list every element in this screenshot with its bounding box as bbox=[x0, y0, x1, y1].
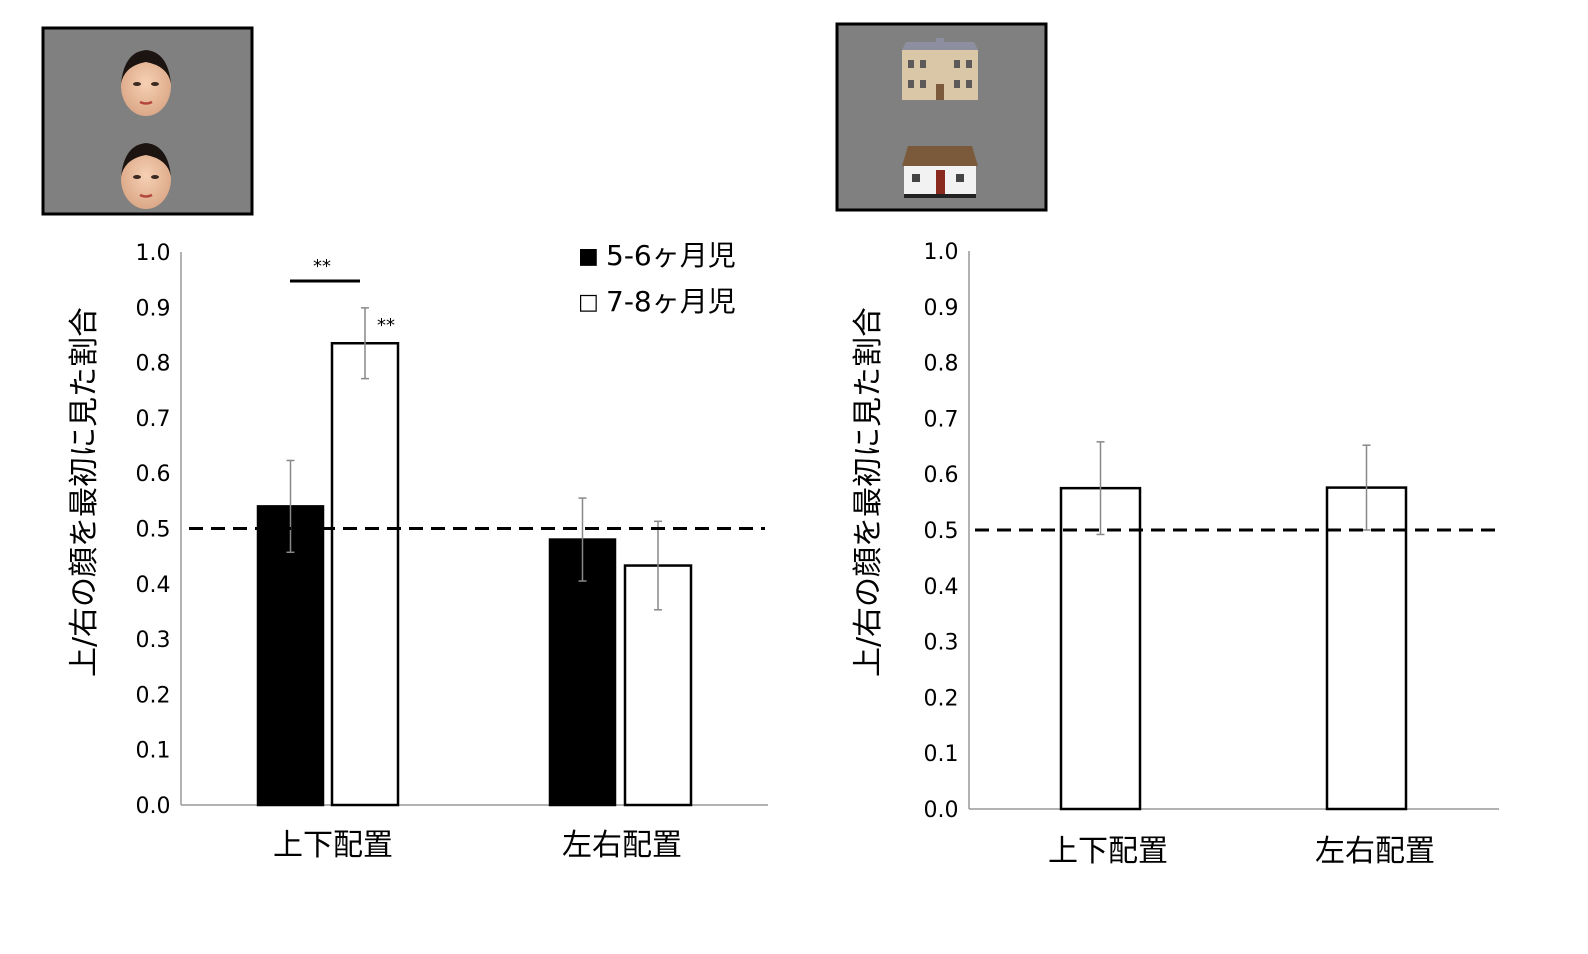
y-tick-label: 0.8 bbox=[924, 352, 959, 377]
legend-label: 7-8ヶ月児 bbox=[606, 285, 736, 318]
legend-item-5-6: ■ 5-6ヶ月児 bbox=[578, 239, 736, 272]
y-tick-label: 0.6 bbox=[924, 463, 959, 488]
legend-item-7-8: □ 7-8ヶ月児 bbox=[578, 285, 736, 318]
y-tick-label: 0.2 bbox=[136, 683, 171, 708]
y-tick-label: 0.3 bbox=[924, 631, 959, 656]
y-tick-label: 0.0 bbox=[924, 798, 959, 823]
y-axis-title: 上/右の顔を最初に見た割合 bbox=[67, 307, 102, 677]
y-tick-label: 1.0 bbox=[136, 241, 171, 266]
house-stimulus-image bbox=[835, 22, 1048, 212]
bar bbox=[330, 341, 400, 807]
significance-bracket: ** bbox=[290, 256, 360, 283]
significance-label: ** bbox=[377, 315, 395, 336]
y-tick-label: 0.5 bbox=[136, 518, 171, 543]
y-tick-labels: 0.0 0.1 0.2 0.3 0.4 0.5 0.6 0.7 0.8 0.9 1.0 bbox=[136, 241, 171, 819]
bars bbox=[256, 307, 693, 807]
y-tick-label: 0.3 bbox=[136, 628, 171, 653]
y-tick-label: 0.2 bbox=[924, 686, 959, 711]
y-tick-label: 0.1 bbox=[136, 739, 171, 764]
y-tick-label: 1.0 bbox=[924, 240, 959, 265]
chart-houses: 上/右の顔を最初に見た割合 0.00.10.20.30.40.50.60.70.… bbox=[851, 240, 1499, 869]
bar bbox=[1325, 486, 1408, 811]
face-stimulus-image bbox=[41, 26, 254, 216]
legend-marker: ■ bbox=[578, 244, 599, 269]
y-tick-label: 0.0 bbox=[136, 794, 171, 819]
bar bbox=[256, 505, 325, 807]
y-tick-label: 0.1 bbox=[924, 742, 959, 767]
x-category-labels: 上下配置 左右配置 bbox=[273, 828, 682, 863]
y-tick-label: 0.9 bbox=[136, 296, 171, 321]
y-tick-label: 0.4 bbox=[136, 573, 171, 598]
mansion-icon bbox=[902, 38, 978, 100]
chart-faces: 上/右の顔を最初に見た割合 0.00.10.20.30.40.50.60.70.… bbox=[67, 239, 768, 863]
legend: ■ 5-6ヶ月児 □ 7-8ヶ月児 bbox=[578, 239, 736, 318]
significance-label: ** bbox=[313, 256, 331, 277]
y-tick-label: 0.4 bbox=[924, 575, 959, 600]
x-category-label: 上下配置 bbox=[1048, 834, 1168, 869]
bars bbox=[1059, 441, 1408, 811]
x-category-label: 左右配置 bbox=[562, 828, 682, 863]
bar bbox=[548, 538, 617, 807]
x-category-label: 左右配置 bbox=[1315, 834, 1435, 869]
y-tick-labels: 0.0 0.1 0.2 0.3 0.4 0.5 0.6 0.7 0.8 0.9 1.0 bbox=[924, 240, 959, 823]
face-icon bbox=[121, 50, 171, 116]
y-tick-label: 0.7 bbox=[924, 407, 959, 432]
legend-marker: □ bbox=[578, 290, 599, 315]
y-tick-label: 0.9 bbox=[924, 296, 959, 321]
legend-label: 5-6ヶ月児 bbox=[606, 239, 736, 272]
face-icon bbox=[121, 143, 171, 209]
x-category-labels: 上下配置 左右配置 bbox=[1048, 834, 1435, 869]
y-axis-title: 上/右の顔を最初に見た割合 bbox=[851, 307, 886, 677]
bar bbox=[1059, 486, 1142, 811]
y-tick-label: 0.7 bbox=[136, 407, 171, 432]
y-tick-label: 0.8 bbox=[136, 352, 171, 377]
y-tick-label: 0.6 bbox=[136, 462, 171, 487]
x-category-label: 上下配置 bbox=[273, 828, 393, 863]
y-tick-label: 0.5 bbox=[924, 519, 959, 544]
cottage-icon bbox=[902, 146, 978, 198]
